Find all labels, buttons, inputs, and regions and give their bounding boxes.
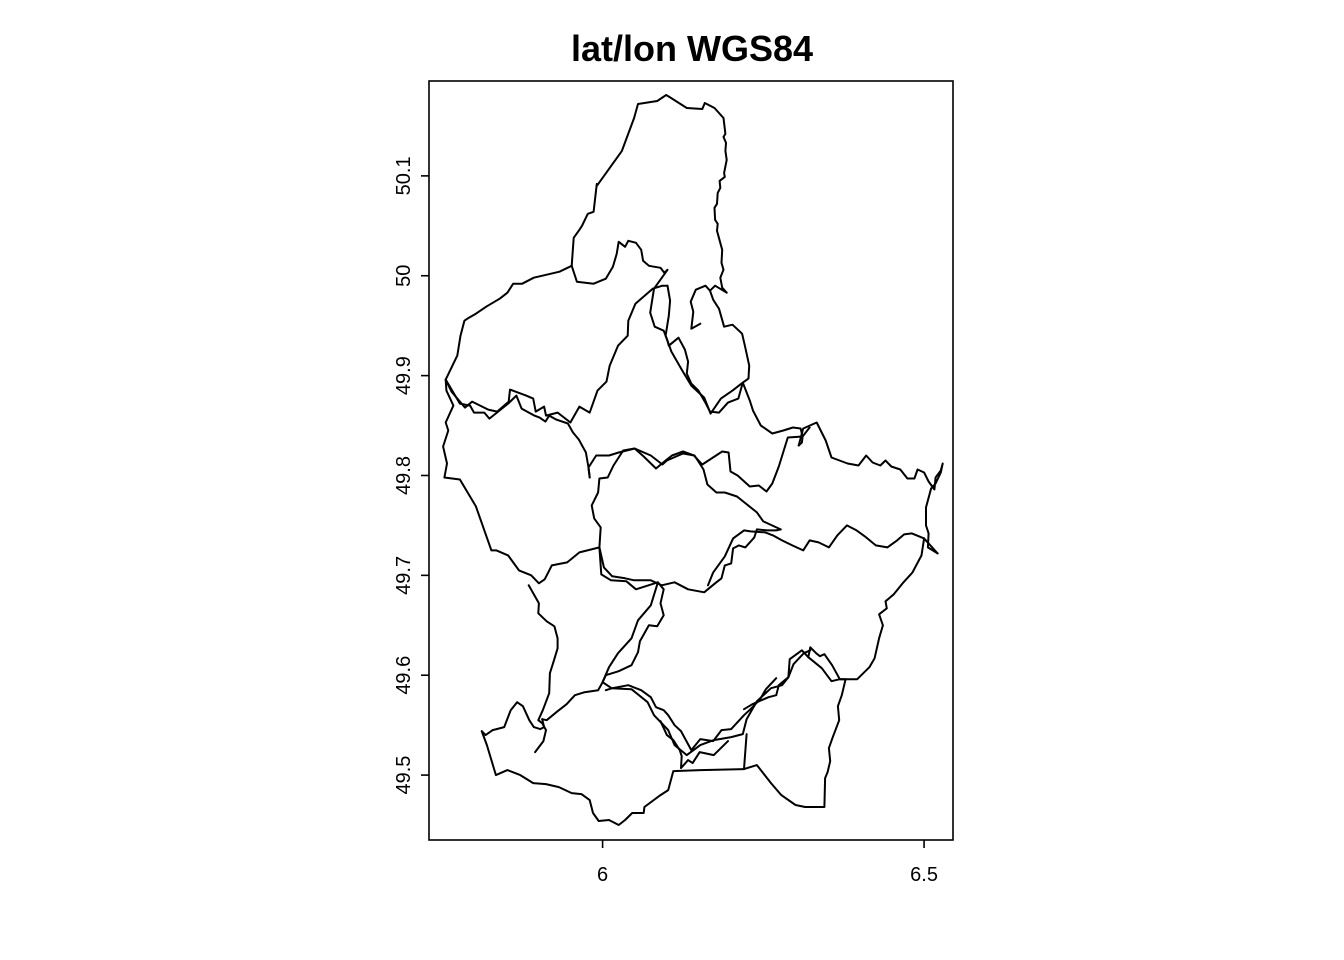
region-boundary-east-outer [743,537,926,711]
region-boundary-east-north [664,284,804,447]
region-boundary-south-west [480,701,745,826]
region-boundary-east [797,421,944,555]
region-boundary-south-lower [601,581,812,757]
y-tick-label: 50.1 [393,156,415,195]
region-boundary-center-lower [590,447,782,549]
region-boundary-center-south [598,528,782,594]
region-boundary-west [444,264,573,381]
region-boundary-east-lower [707,524,939,587]
y-tick-label: 49.7 [393,556,415,595]
chart-title: lat/lon WGS84 [571,28,813,69]
region-boundary-south-east [743,646,847,808]
region-boundaries [442,94,944,826]
region-boundary-north [570,94,728,330]
region-boundary-south-stub [604,677,778,752]
y-tick-label: 49.9 [393,356,415,395]
y-tick-label: 49.6 [393,656,415,695]
y-tick-label: 49.8 [393,456,415,495]
x-tick-label: 6.5 [910,864,938,886]
region-boundary-north-boundary [570,239,669,342]
y-tick-label: 49.5 [393,756,415,795]
region-boundary-west-south [444,284,669,424]
region-boundary-center [587,426,811,493]
region-boundary-west-outer [442,378,601,585]
x-tick-label: 6 [597,864,608,886]
y-tick-label: 50 [393,265,415,287]
region-boundary-east-lobe [666,289,751,414]
region-boundary-south-mid [541,546,665,722]
region-boundary-south-hook [659,720,729,770]
y-axis: 49.5 49.6 49.7 49.8 49.9 50 50.1 [393,156,429,795]
region-boundary-west-lower [444,378,591,479]
plot-frame [428,80,954,841]
x-axis: 6 6.5 [597,840,938,886]
